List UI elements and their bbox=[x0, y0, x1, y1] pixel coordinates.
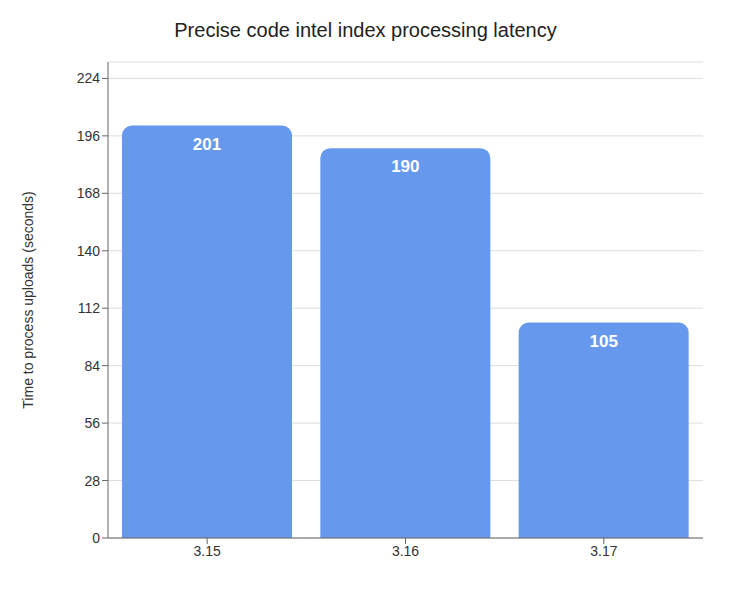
html-text:Precise code intel index proce: Precise code intel index processing late… bbox=[174, 19, 557, 41]
svg-text:224: 224 bbox=[77, 70, 101, 86]
svg-text:84: 84 bbox=[84, 358, 100, 374]
svg-text:140: 140 bbox=[77, 243, 101, 259]
svg-text:201: 201 bbox=[193, 135, 221, 154]
svg-text:3.17: 3.17 bbox=[590, 543, 617, 559]
svg-text:28: 28 bbox=[84, 473, 100, 489]
svg-text:190: 190 bbox=[391, 157, 419, 176]
svg-text:3.15: 3.15 bbox=[194, 543, 221, 559]
svg-text:Time to process uploads (secon: Time to process uploads (seconds) bbox=[20, 191, 36, 408]
svg-text:105: 105 bbox=[589, 332, 617, 351]
svg-text:3.16: 3.16 bbox=[392, 543, 419, 559]
svg-text:196: 196 bbox=[77, 128, 101, 144]
svg-text:56: 56 bbox=[84, 415, 100, 431]
svg-text:112: 112 bbox=[78, 300, 101, 316]
svg-text:168: 168 bbox=[77, 185, 101, 201]
svg-text:0: 0 bbox=[92, 530, 100, 546]
